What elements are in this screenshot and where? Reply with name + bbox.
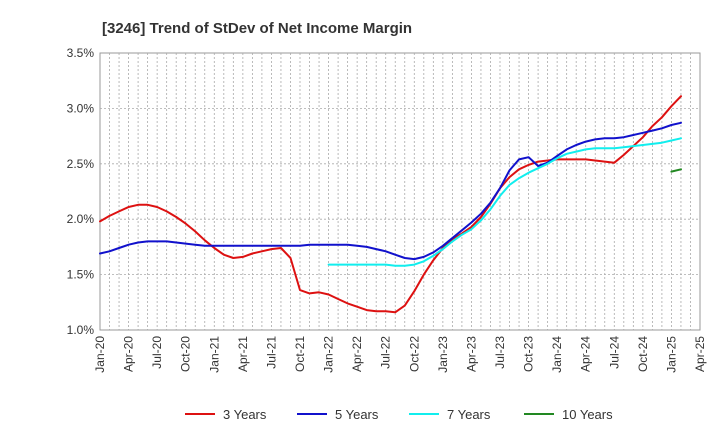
legend-label: 10 Years (562, 407, 613, 422)
x-tick-label: Jan-25 (664, 336, 678, 373)
x-tick-label: Jul-21 (264, 336, 278, 369)
x-tick-label: Jan-20 (93, 336, 107, 373)
x-tick-label: Jul-24 (607, 336, 621, 369)
legend-label: 3 Years (223, 407, 267, 422)
x-tick-label: Apr-25 (693, 336, 707, 372)
x-tick-label: Jul-23 (493, 336, 507, 369)
x-tick-label: Jan-22 (322, 336, 336, 373)
x-tick-label: Jul-20 (150, 336, 164, 369)
x-tick-label: Apr-21 (236, 336, 250, 372)
legend-label: 5 Years (335, 407, 379, 422)
x-tick-label: Oct-24 (636, 336, 650, 372)
x-tick-label: Apr-20 (122, 336, 136, 372)
chart-title: [3246] Trend of StDev of Net Income Marg… (102, 20, 412, 37)
legend-label: 7 Years (447, 407, 491, 422)
series-line-10-years (670, 168, 682, 173)
y-tick-label: 1.0% (67, 323, 95, 337)
series-lines (99, 95, 682, 314)
y-tick-label: 3.5% (67, 46, 95, 60)
plot-area (99, 52, 701, 331)
y-tick-label: 3.0% (67, 101, 95, 115)
x-tick-label: Oct-20 (179, 336, 193, 372)
y-axis: 1.0% 1.5% 2.0% 2.5% 3.0% 3.5% (67, 46, 95, 337)
x-tick-label: Jan-23 (436, 336, 450, 373)
plot-frame (99, 52, 701, 331)
x-tick-label: Jan-24 (550, 336, 564, 373)
x-tick-label: Oct-22 (407, 336, 421, 372)
x-axis: Jan-20 Apr-20 Jul-20 Oct-20 Jan-21 Apr-21 Jul-… (93, 336, 707, 373)
legend: 3 Years 5 Years 7 Years 10 Years (185, 407, 613, 422)
grid (100, 53, 700, 330)
x-tick-label: Apr-23 (464, 336, 478, 372)
series-line-7-years (327, 137, 682, 267)
x-tick-label: Oct-23 (522, 336, 536, 372)
y-tick-label: 2.0% (67, 212, 95, 226)
series-line-3-years (99, 95, 682, 314)
x-tick-label: Apr-22 (350, 336, 364, 372)
x-tick-label: Apr-24 (579, 336, 593, 372)
series-line-5-years (99, 121, 682, 261)
y-tick-label: 2.5% (67, 157, 95, 171)
x-tick-label: Jul-22 (379, 336, 393, 369)
y-tick-label: 1.5% (67, 268, 95, 282)
x-tick-label: Oct-21 (293, 336, 307, 372)
x-tick-label: Jan-21 (207, 336, 221, 373)
